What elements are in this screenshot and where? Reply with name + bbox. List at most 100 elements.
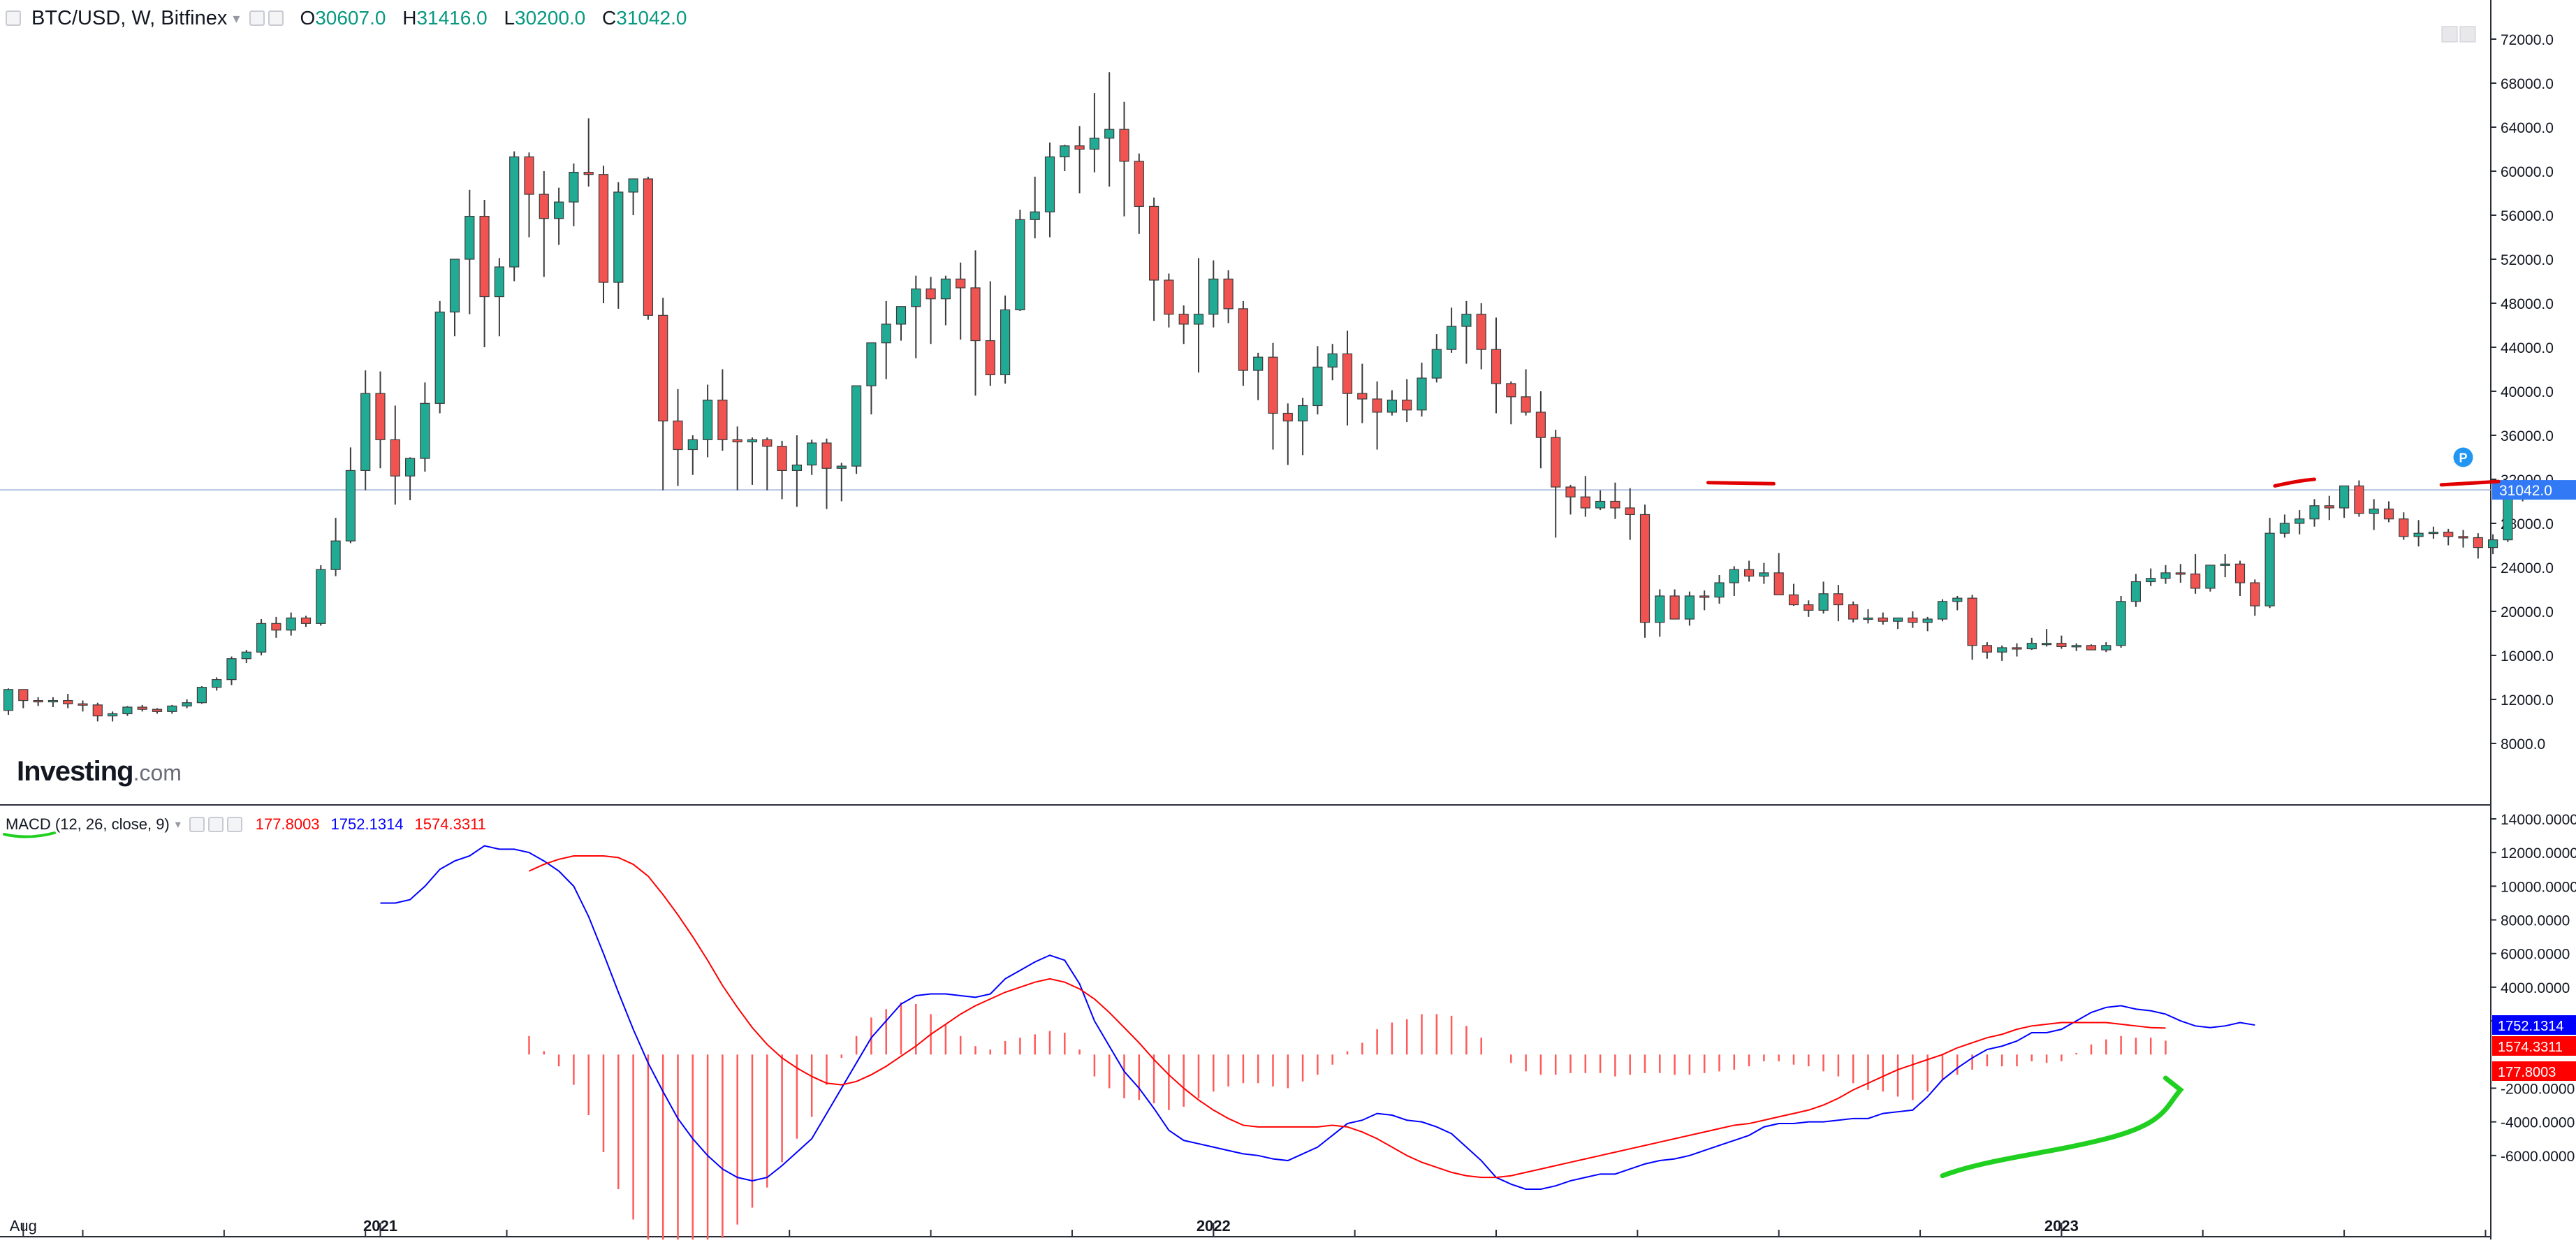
candle-body <box>1238 308 1249 371</box>
candle-body <box>1402 399 1412 411</box>
candle-body <box>1610 500 1620 509</box>
candle-body <box>1818 593 1829 611</box>
candle-body <box>1535 412 1546 438</box>
candle-body <box>1699 595 1710 598</box>
candle-body <box>1148 205 1159 281</box>
last-price-tag-label: 31042.0 <box>2499 483 2552 499</box>
macd-hist-value: 177.8003 <box>255 815 320 833</box>
candle-body <box>762 439 773 447</box>
candle-body <box>1461 314 1472 327</box>
candle-body <box>2160 572 2171 579</box>
collapse-icon[interactable] <box>6 10 21 26</box>
price-axis-label: 8000.0 <box>2501 736 2545 753</box>
macd-value-tag <box>2492 1015 2576 1035</box>
candle-body <box>1044 156 1055 212</box>
marker-badge <box>2453 447 2473 467</box>
scale-button <box>2459 26 2476 43</box>
settings-icon[interactable] <box>268 10 284 26</box>
settings-icon[interactable] <box>207 817 224 832</box>
macd-value-tag-label: 177.8003 <box>2498 1065 2556 1080</box>
candle-body <box>152 708 163 712</box>
candle-body <box>18 689 29 702</box>
macd-title[interactable]: MACD (12, 26, close, 9) <box>6 815 170 833</box>
candle-body <box>286 617 296 631</box>
candle-body <box>2190 573 2201 589</box>
candle-body <box>1223 278 1234 310</box>
candle-body <box>182 702 192 707</box>
candle-body <box>1521 396 1531 413</box>
candle-body <box>791 464 803 472</box>
price-axis-label: 36000.0 <box>2501 428 2554 444</box>
macd-axis-label: 6000.0000 <box>2501 947 2570 963</box>
last-price-tag <box>2492 480 2576 500</box>
candle-body <box>956 278 966 289</box>
chevron-down-icon[interactable]: ▾ <box>233 10 240 27</box>
candle-body <box>241 651 251 660</box>
eye-icon[interactable] <box>249 10 265 26</box>
candle-body <box>1431 349 1442 379</box>
annotation-underline <box>3 831 56 838</box>
candle-body <box>33 699 43 703</box>
candle-body <box>1669 595 1680 620</box>
candle-body <box>1580 496 1590 509</box>
price-axis-label: 68000.0 <box>2501 76 2554 92</box>
price-axis-label: 56000.0 <box>2501 208 2554 224</box>
candle-body <box>1015 219 1025 311</box>
symbol-title[interactable]: BTC/USD, W, Bitfinex <box>31 6 228 29</box>
candle-body <box>2458 536 2468 539</box>
candle-body <box>1639 514 1651 623</box>
candle-body <box>122 706 133 715</box>
candle-body <box>2428 531 2438 535</box>
time-axis-label: 2021 <box>363 1217 397 1235</box>
candle-body <box>1312 366 1323 407</box>
candle-body <box>479 215 490 298</box>
candle-body <box>866 342 877 386</box>
candle-body <box>1268 356 1278 414</box>
candle-body <box>1773 572 1784 595</box>
candle-body <box>167 705 177 712</box>
candle-body <box>509 156 520 268</box>
candle-body <box>940 278 951 300</box>
candle-body <box>2146 578 2156 583</box>
candle-body <box>1030 211 1040 220</box>
candle-body <box>1476 314 1486 350</box>
eye-icon[interactable] <box>189 817 205 832</box>
macd-axis-label: 10000.0000 <box>2501 879 2576 895</box>
macd-axis-label: -6000.0000 <box>2501 1149 2575 1165</box>
candle-body <box>2383 508 2394 520</box>
candle-body <box>673 420 683 451</box>
macd-axis-label: -4000.0000 <box>2501 1115 2575 1131</box>
candle-body <box>687 439 698 451</box>
candle-body <box>569 171 579 203</box>
candle-body <box>658 314 668 422</box>
price-axis-label: 12000.0 <box>2501 692 2554 708</box>
macd-signal-value: 1574.3311 <box>414 815 486 833</box>
candle-body <box>1506 383 1516 398</box>
candle-body <box>717 399 728 440</box>
open-value: 30607.0 <box>315 7 386 29</box>
candle-body <box>1297 405 1308 422</box>
candle-body <box>2101 645 2112 650</box>
candle-body <box>1744 569 1755 577</box>
macd-axis-label: 14000.0000 <box>2501 812 2576 828</box>
candle-body <box>777 446 787 472</box>
candle-body <box>108 713 118 717</box>
close-icon[interactable] <box>226 817 242 832</box>
candle-body <box>390 439 400 477</box>
candle-body <box>851 385 862 467</box>
candle-body <box>1551 437 1561 488</box>
candle-body <box>613 191 624 283</box>
candle-body <box>2503 494 2513 541</box>
chevron-down-icon[interactable]: ▾ <box>175 819 181 831</box>
candle-body <box>464 215 475 260</box>
candle-body <box>1848 604 1859 620</box>
candle-body <box>2250 582 2260 606</box>
candle-body <box>137 706 147 710</box>
candle-body <box>2042 643 2052 646</box>
candle-body <box>1372 398 1382 413</box>
price-axis-label: 64000.0 <box>2501 120 2554 136</box>
candle-body <box>2309 505 2320 520</box>
macd-value-tag-label: 1752.1314 <box>2498 1019 2564 1034</box>
candle-body <box>598 174 609 283</box>
